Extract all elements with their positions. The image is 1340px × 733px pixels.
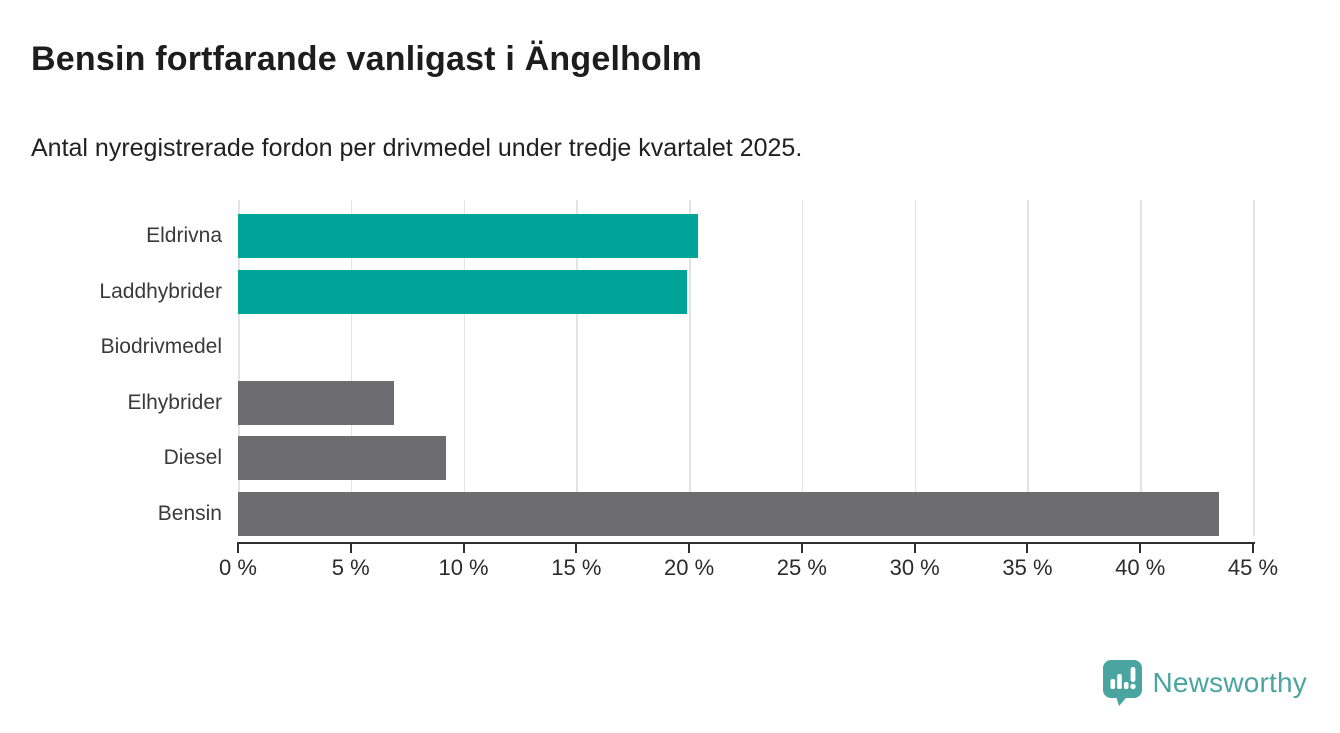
newsworthy-logo-text: Newsworthy: [1152, 666, 1307, 698]
y-axis-labels: Eldrivna Laddhybrider Biodrivmedel Elhybrid…: [0, 204, 222, 544]
x-tick-label: 15 %: [551, 555, 602, 580]
x-tick-mark: [913, 542, 916, 553]
gridline: [350, 200, 353, 536]
x-tick-label: 40 %: [1115, 555, 1166, 580]
bar-laddhybrider: [238, 269, 687, 314]
y-axis-label: Eldrivna: [146, 224, 222, 247]
chart-subtitle: Antal nyregistrerade fordon per drivmede…: [31, 134, 803, 162]
x-tick-mark: [575, 542, 578, 553]
x-tick-mark: [1139, 542, 1142, 553]
gridline: [1027, 200, 1029, 536]
gridline: [801, 200, 804, 536]
y-axis-label: Biodrivmedel: [100, 335, 222, 358]
newsworthy-logo[interactable]: Newsworthy: [1102, 659, 1307, 706]
x-tick-mark: [237, 542, 239, 553]
x-tick-label: 25 %: [776, 555, 827, 580]
newsworthy-logo-icon: [1102, 659, 1143, 706]
plot-area: [238, 200, 1255, 536]
chart-title: Bensin fortfarande vanligast i Ängelholm: [31, 40, 703, 78]
x-tick-label: 30 %: [889, 555, 940, 580]
x-tick-label: 5 %: [331, 555, 370, 580]
x-tick-mark: [349, 542, 352, 553]
x-tick-mark: [800, 542, 803, 553]
gridline: [689, 200, 691, 536]
x-tick-mark: [1252, 542, 1254, 553]
x-tick-mark: [462, 542, 465, 553]
x-tick-label: 20 %: [664, 555, 715, 580]
gridline: [914, 200, 917, 536]
y-axis-label: Elhybrider: [127, 390, 222, 414]
bar-chart: Eldrivna Laddhybrider Biodrivmedel Elhybrid…: [0, 200, 1340, 604]
bar-bensin: [238, 491, 1220, 536]
y-axis-label: Diesel: [163, 446, 222, 469]
bar-eldrivna: [238, 214, 699, 258]
bar-diesel: [238, 436, 446, 480]
x-tick-label: 0 %: [219, 555, 257, 580]
x-axis-line: [238, 542, 1255, 544]
gridline: [463, 200, 466, 536]
gridline: [1253, 200, 1255, 536]
y-axis-label: Bensin: [157, 501, 222, 525]
x-tick-mark: [1026, 542, 1029, 553]
x-tick-label: 45 %: [1227, 555, 1279, 580]
x-tick-label: 35 %: [1002, 555, 1053, 580]
x-axis-ticks: 0 % 5 % 10 % 15 % 20 % 25 % 30 % 35 % 40 % 45 %: [0, 204, 1340, 580]
bar-elhybrider: [238, 380, 394, 425]
x-tick-label: 10 %: [438, 555, 489, 580]
y-axis-label: Laddhybrider: [99, 279, 222, 303]
gridline: [238, 200, 240, 536]
gridline: [576, 200, 578, 536]
x-tick-mark: [688, 542, 691, 553]
gridline: [1140, 200, 1142, 536]
